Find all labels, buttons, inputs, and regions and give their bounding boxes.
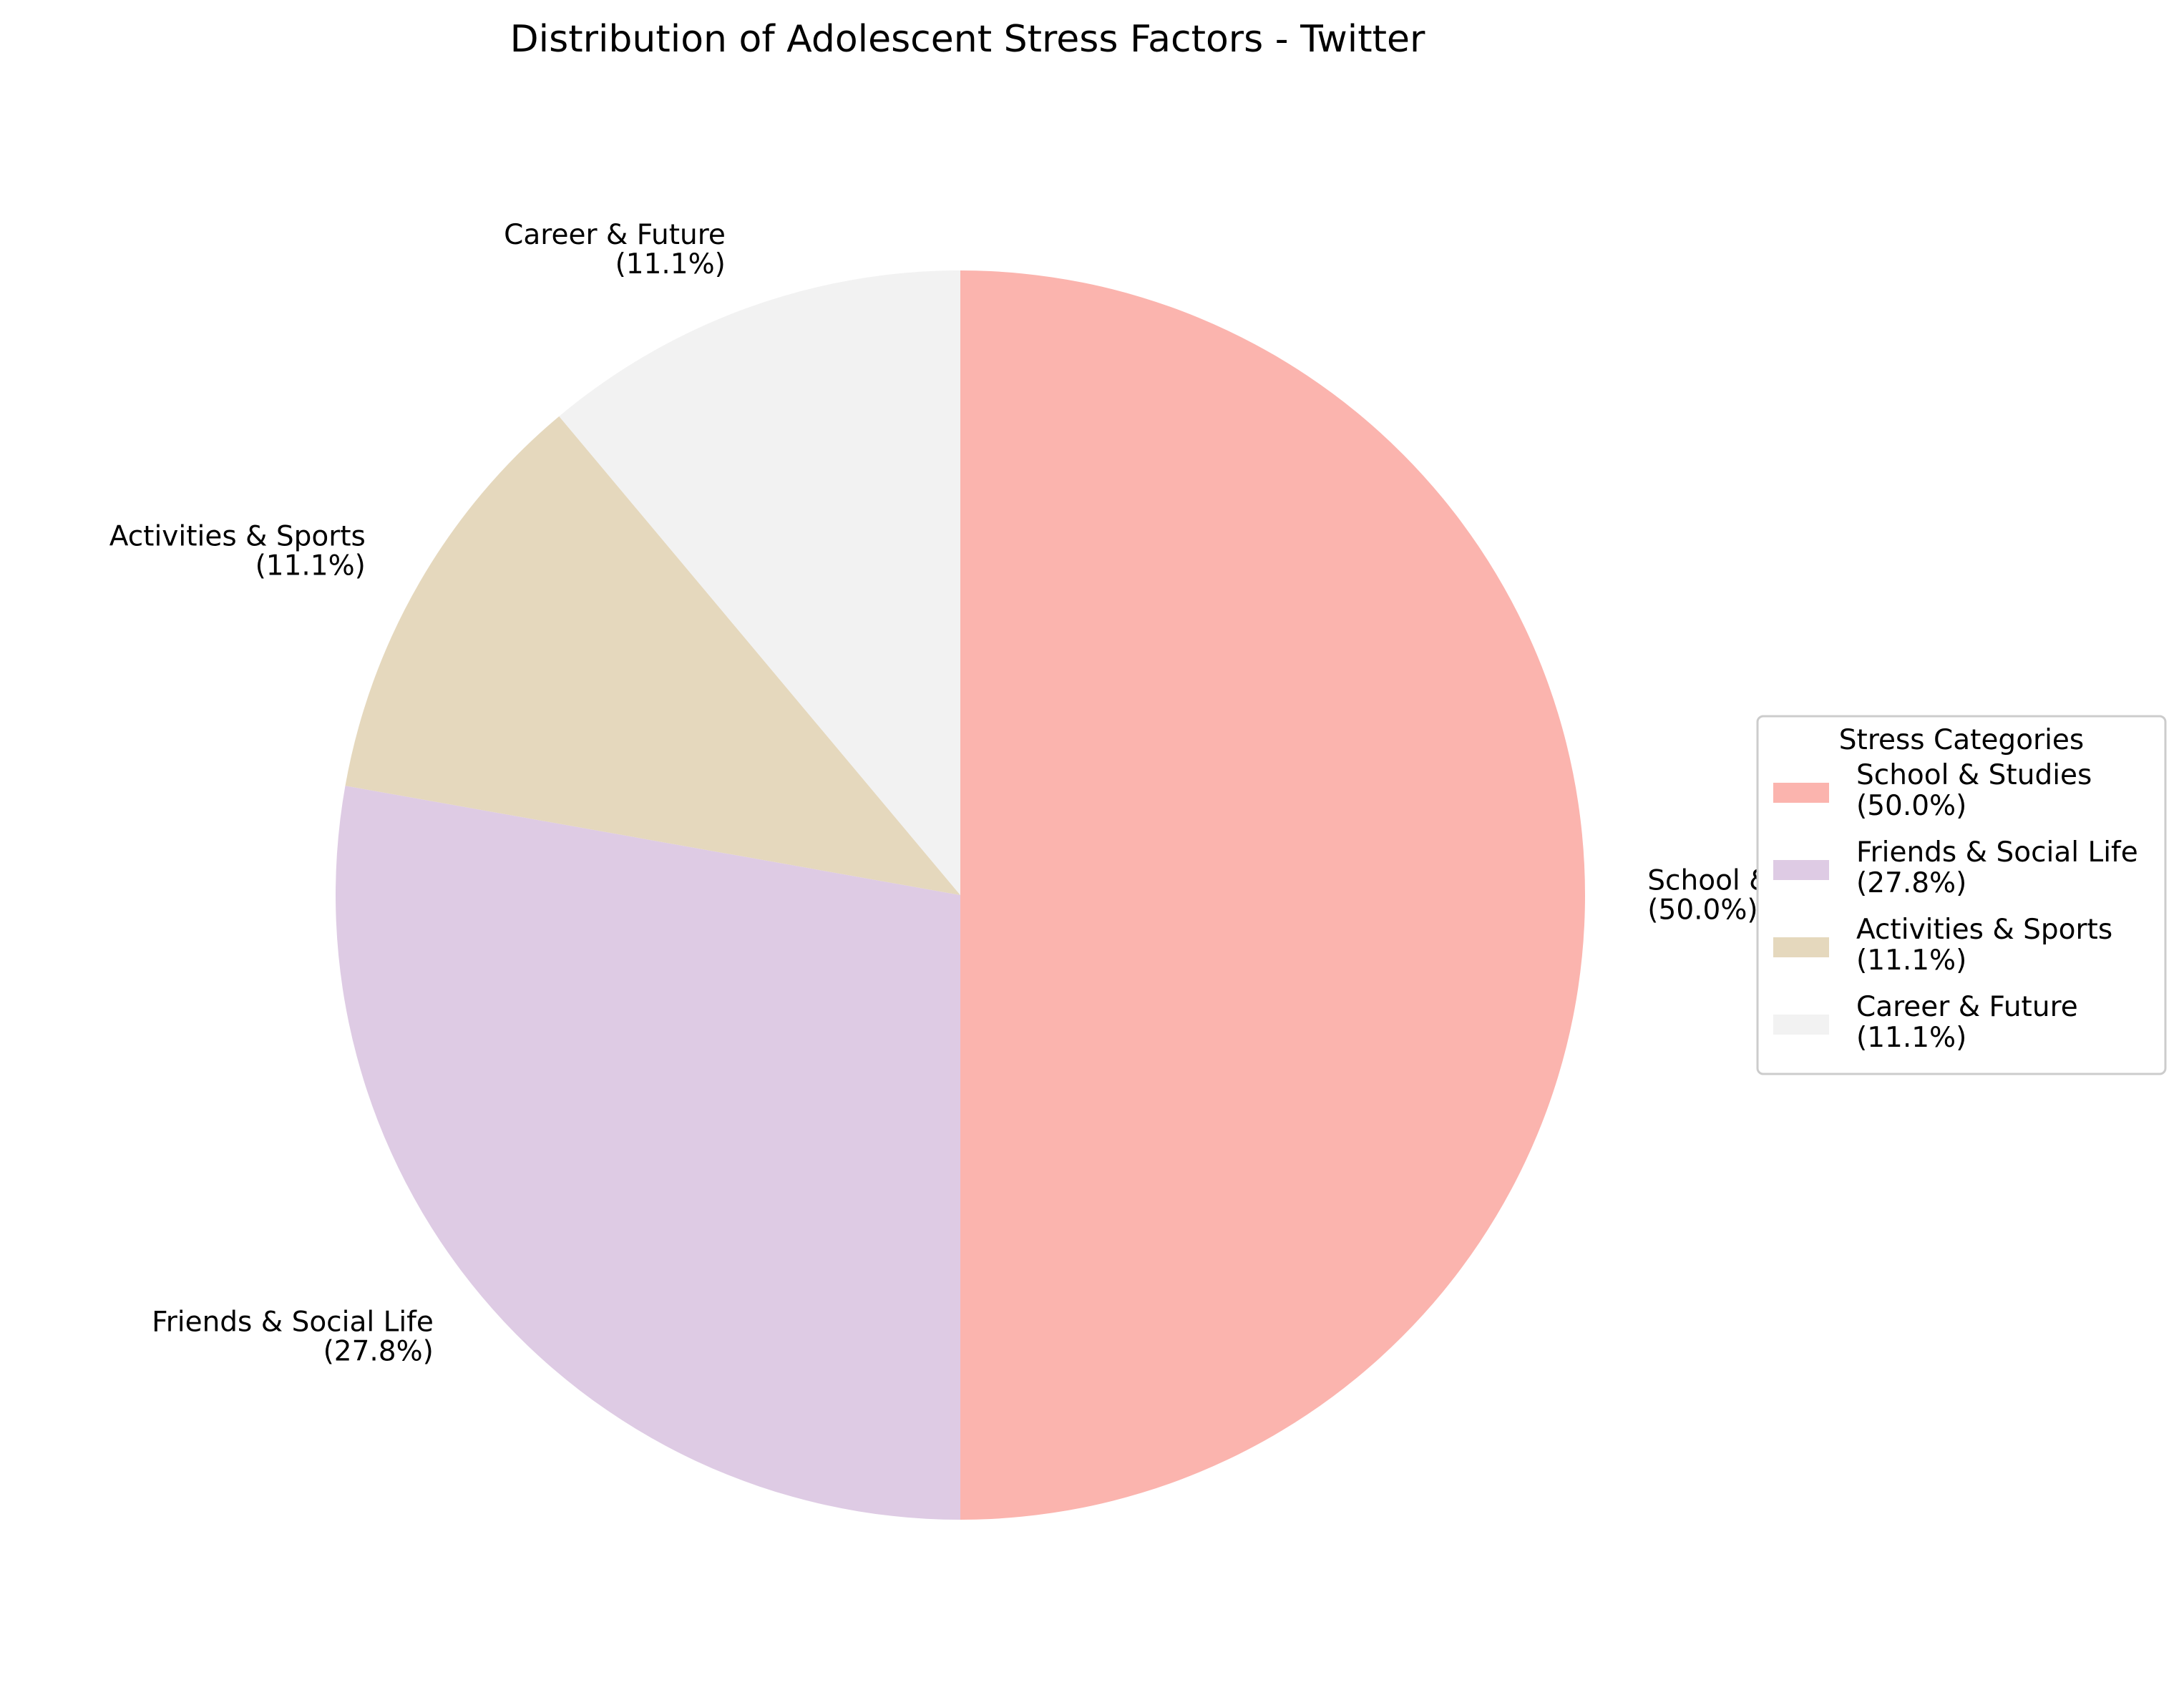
- pie-slices: [336, 270, 1585, 1520]
- legend-title: Stress Categories: [1839, 724, 2084, 756]
- pie-slice-career-future: [559, 270, 960, 895]
- legend-label: School & Studies (50.0%): [1856, 759, 2092, 822]
- legend-label: Activities & Sports (11.1%): [1856, 914, 2112, 977]
- legend-frame: [1756, 715, 2167, 1075]
- legend-swatch: [1773, 937, 1829, 957]
- slice-label: Career & Future (11.1%): [504, 219, 726, 280]
- legend: Stress Categories School & Studies (50.0%…: [1756, 715, 2167, 1075]
- legend-swatch: [1773, 860, 1829, 880]
- chart-title: Distribution of Adolescent Stress Factor…: [510, 18, 1425, 61]
- pie-slice-school-studies: [960, 270, 1585, 1520]
- legend-items: School & Studies (50.0%) Friends & Social …: [1773, 759, 2138, 1054]
- pie-slice-activities-sports: [345, 416, 961, 895]
- legend-label: Friends & Social Life (27.8%): [1856, 836, 2138, 899]
- slice-label: Activities & Sports (11.1%): [109, 521, 366, 582]
- legend-swatch: [1773, 1015, 1829, 1035]
- legend-label: Career & Future (11.1%): [1856, 991, 2078, 1054]
- slice-label: Friends & Social Life (27.8%): [152, 1306, 434, 1367]
- legend-swatch: [1773, 783, 1829, 803]
- pie-slice-friends-social-life: [336, 786, 960, 1520]
